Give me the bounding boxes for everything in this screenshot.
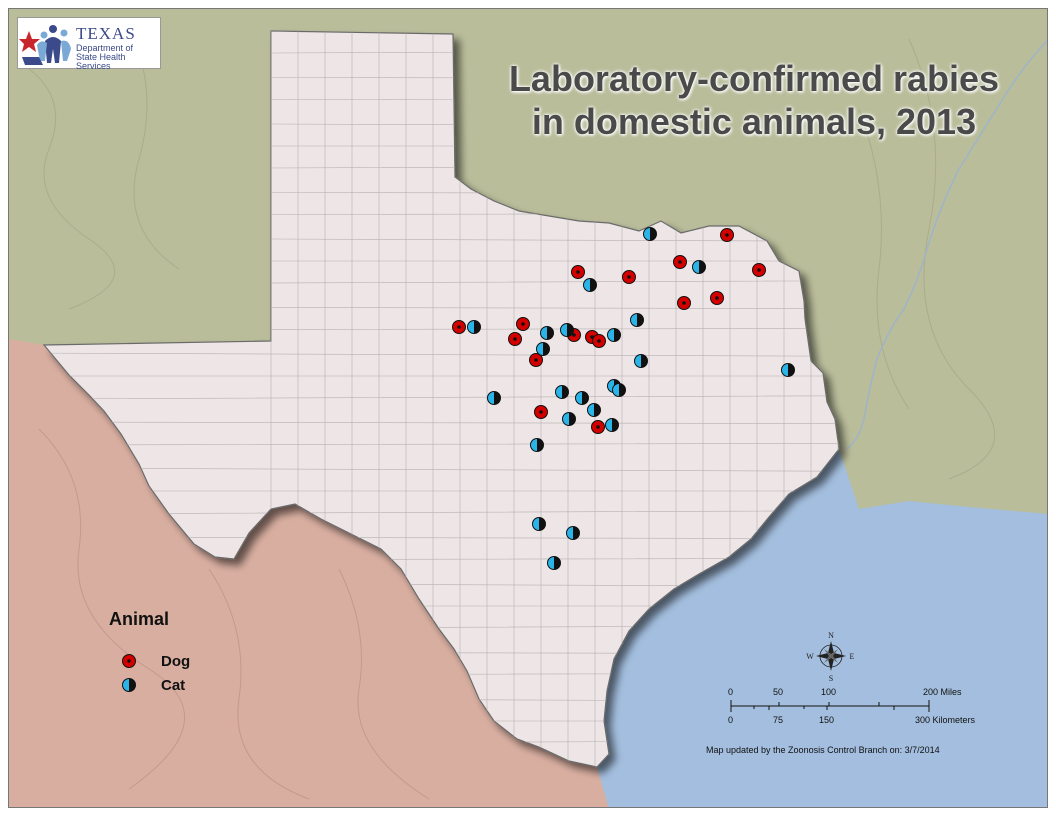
dog-case-marker: [720, 228, 734, 242]
scale-mile-200-value: 200: [923, 687, 939, 697]
cat-case-marker: [634, 354, 648, 368]
cat-case-marker: [692, 260, 706, 274]
gulf-of-mexico: [597, 449, 1047, 807]
legend-title: Animal: [109, 609, 170, 629]
cat-marker-icon: [122, 678, 136, 692]
compass-w: W: [806, 652, 814, 661]
scale-mile-200: 200 Miles: [923, 687, 962, 697]
dog-case-marker: [571, 265, 585, 279]
dog-case-marker: [592, 334, 606, 348]
cat-case-marker: [555, 385, 569, 399]
cat-case-marker: [605, 418, 619, 432]
scale-mile-0: 0: [728, 687, 734, 697]
map-title: Laboratory-confirmed rabies in domestic …: [459, 57, 1047, 143]
dshs-logo: TEXAS Department of State Health Service…: [17, 17, 161, 71]
scale-km-75: 75: [773, 715, 784, 725]
texas-state: [42, 30, 840, 768]
scale-km-300-value: 300: [915, 715, 931, 725]
mexico-region: [9, 339, 609, 807]
cat-case-marker: [560, 323, 574, 337]
map-title-line2: in domestic animals, 2013: [531, 101, 977, 142]
compass-rose-icon: N S E W: [806, 631, 854, 683]
dog-case-marker: [710, 291, 724, 305]
scale-miles-unit: Miles: [940, 687, 962, 697]
cat-case-marker: [536, 342, 550, 356]
logo-subtitle-line1: Department of: [76, 43, 134, 53]
dog-case-marker: [677, 296, 691, 310]
dog-marker-icon: [122, 654, 136, 668]
dog-case-marker: [752, 263, 766, 277]
logo-texas-text: TEXAS: [76, 24, 136, 43]
dog-case-marker: [591, 420, 605, 434]
footer-note: Map updated by the Zoonosis Control Bran…: [706, 745, 940, 755]
cat-case-marker: [643, 227, 657, 241]
legend-label-dog: Dog: [161, 653, 191, 670]
cat-case-marker: [540, 326, 554, 340]
cat-case-marker: [487, 391, 501, 405]
cat-case-marker: [583, 278, 597, 292]
dog-case-marker: [508, 332, 522, 346]
cat-case-marker: [630, 313, 644, 327]
compass-s: S: [829, 674, 833, 683]
cat-case-marker: [532, 517, 546, 531]
scale-km-300: 300 Kilometers: [915, 715, 975, 725]
scale-km-0: 0: [728, 715, 734, 725]
rabies-case-markers: [452, 227, 795, 570]
cat-case-marker: [467, 320, 481, 334]
scale-mile-50: 50: [773, 687, 784, 697]
logo-subtitle-line2: State Health Services: [76, 52, 126, 71]
compass-n: N: [828, 631, 834, 640]
legend: Animal Dog Cat: [109, 609, 190, 694]
dog-case-marker: [516, 317, 530, 331]
cat-case-marker: [607, 328, 621, 342]
map-title-line1: Laboratory-confirmed rabies: [508, 58, 1000, 99]
map-canvas: N S E W: [9, 9, 1047, 807]
legend-item-cat: Cat: [121, 677, 241, 695]
scale-bar: [730, 700, 930, 712]
scale-km-150: 150: [819, 715, 835, 725]
dog-case-marker: [622, 270, 636, 284]
cat-case-marker: [530, 438, 544, 452]
dshs-star-people-icon: [19, 25, 71, 65]
cat-case-marker: [562, 412, 576, 426]
scale-km-unit: Kilometers: [932, 715, 976, 725]
cat-case-marker: [575, 391, 589, 405]
dog-case-marker: [452, 320, 466, 334]
compass-e: E: [850, 652, 855, 661]
logo-department-text: Department of State Health Services: [76, 44, 160, 71]
legend-item-dog: Dog: [121, 653, 241, 671]
dog-case-marker: [529, 353, 543, 367]
cat-case-marker: [547, 556, 561, 570]
red-river: [846, 39, 1047, 450]
cat-case-marker: [566, 526, 580, 540]
dog-case-marker: [673, 255, 687, 269]
cat-case-marker: [781, 363, 795, 377]
cat-case-marker: [612, 383, 626, 397]
cat-case-marker: [587, 403, 601, 417]
legend-label-cat: Cat: [161, 677, 186, 694]
dog-case-marker: [534, 405, 548, 419]
scale-mile-100: 100: [821, 687, 837, 697]
map-frame: N S E W: [8, 8, 1048, 808]
